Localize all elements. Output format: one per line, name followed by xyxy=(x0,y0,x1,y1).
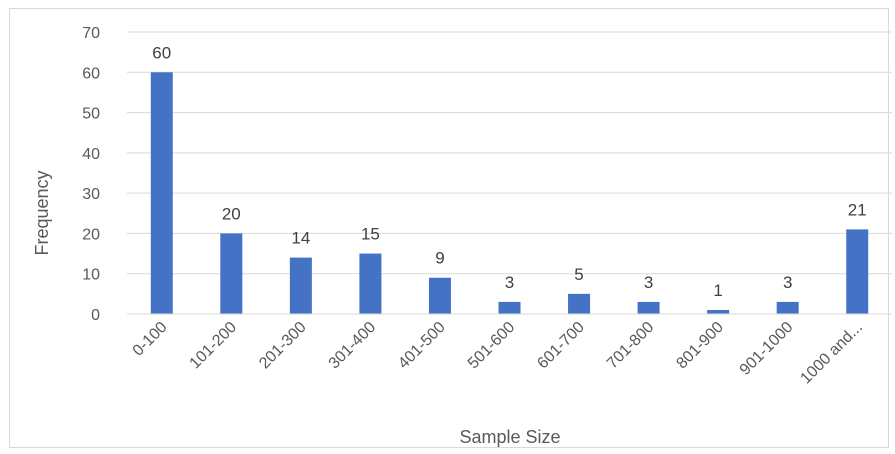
bars xyxy=(150,72,869,315)
data-label: 14 xyxy=(291,229,310,248)
data-label: 5 xyxy=(574,265,583,284)
bar xyxy=(637,301,660,314)
y-tick-label: 40 xyxy=(82,146,100,163)
y-tick-label: 30 xyxy=(82,186,100,203)
x-axis-tick-labels: 0-100 101-200 201-300 301-400 401-500 501-600… xyxy=(130,319,866,388)
x-tick-label: 601-700 xyxy=(534,319,588,373)
x-axis-title: Sample Size xyxy=(459,427,560,447)
bar xyxy=(707,309,730,314)
y-tick-label: 60 xyxy=(82,65,100,82)
data-labels: 60 20 14 15 9 3 5 3 1 3 21 xyxy=(152,43,866,300)
y-tick-label: 10 xyxy=(82,267,100,284)
x-tick-label: 201-300 xyxy=(256,319,310,373)
gridlines xyxy=(127,31,892,275)
bar xyxy=(150,72,173,315)
x-tick-label: 401-500 xyxy=(395,319,449,373)
y-axis-tick-labels: 0 10 20 30 40 50 60 70 xyxy=(82,25,100,324)
x-tick-label: 0-100 xyxy=(130,319,171,360)
x-tick-label: 801-900 xyxy=(673,319,727,373)
data-label: 3 xyxy=(644,273,653,292)
data-label: 1 xyxy=(713,281,722,300)
data-label: 9 xyxy=(435,249,444,268)
bar xyxy=(359,253,382,314)
y-axis-title: Frequency xyxy=(32,170,52,255)
bar xyxy=(498,301,521,314)
data-label: 15 xyxy=(361,225,380,244)
x-tick-label: 101-200 xyxy=(187,319,241,373)
bar xyxy=(428,277,451,314)
data-label: 3 xyxy=(505,273,514,292)
bar xyxy=(568,293,591,314)
x-tick-label: 901-1000 xyxy=(737,319,797,379)
bar xyxy=(846,229,869,314)
y-tick-label: 0 xyxy=(91,307,100,324)
data-label: 21 xyxy=(848,200,867,219)
y-tick-label: 70 xyxy=(82,25,100,42)
x-tick-label: 1000 and... xyxy=(797,319,866,388)
x-tick-label: 701-800 xyxy=(604,319,658,373)
y-tick-label: 20 xyxy=(82,226,100,243)
bar xyxy=(220,233,243,314)
data-label: 60 xyxy=(152,43,171,62)
x-tick-label: 301-400 xyxy=(326,319,380,373)
x-tick-label: 501-600 xyxy=(465,319,519,373)
bar xyxy=(289,257,312,314)
y-tick-label: 50 xyxy=(82,106,100,123)
data-label: 3 xyxy=(783,273,792,292)
bar xyxy=(776,301,799,314)
data-label: 20 xyxy=(222,204,241,223)
